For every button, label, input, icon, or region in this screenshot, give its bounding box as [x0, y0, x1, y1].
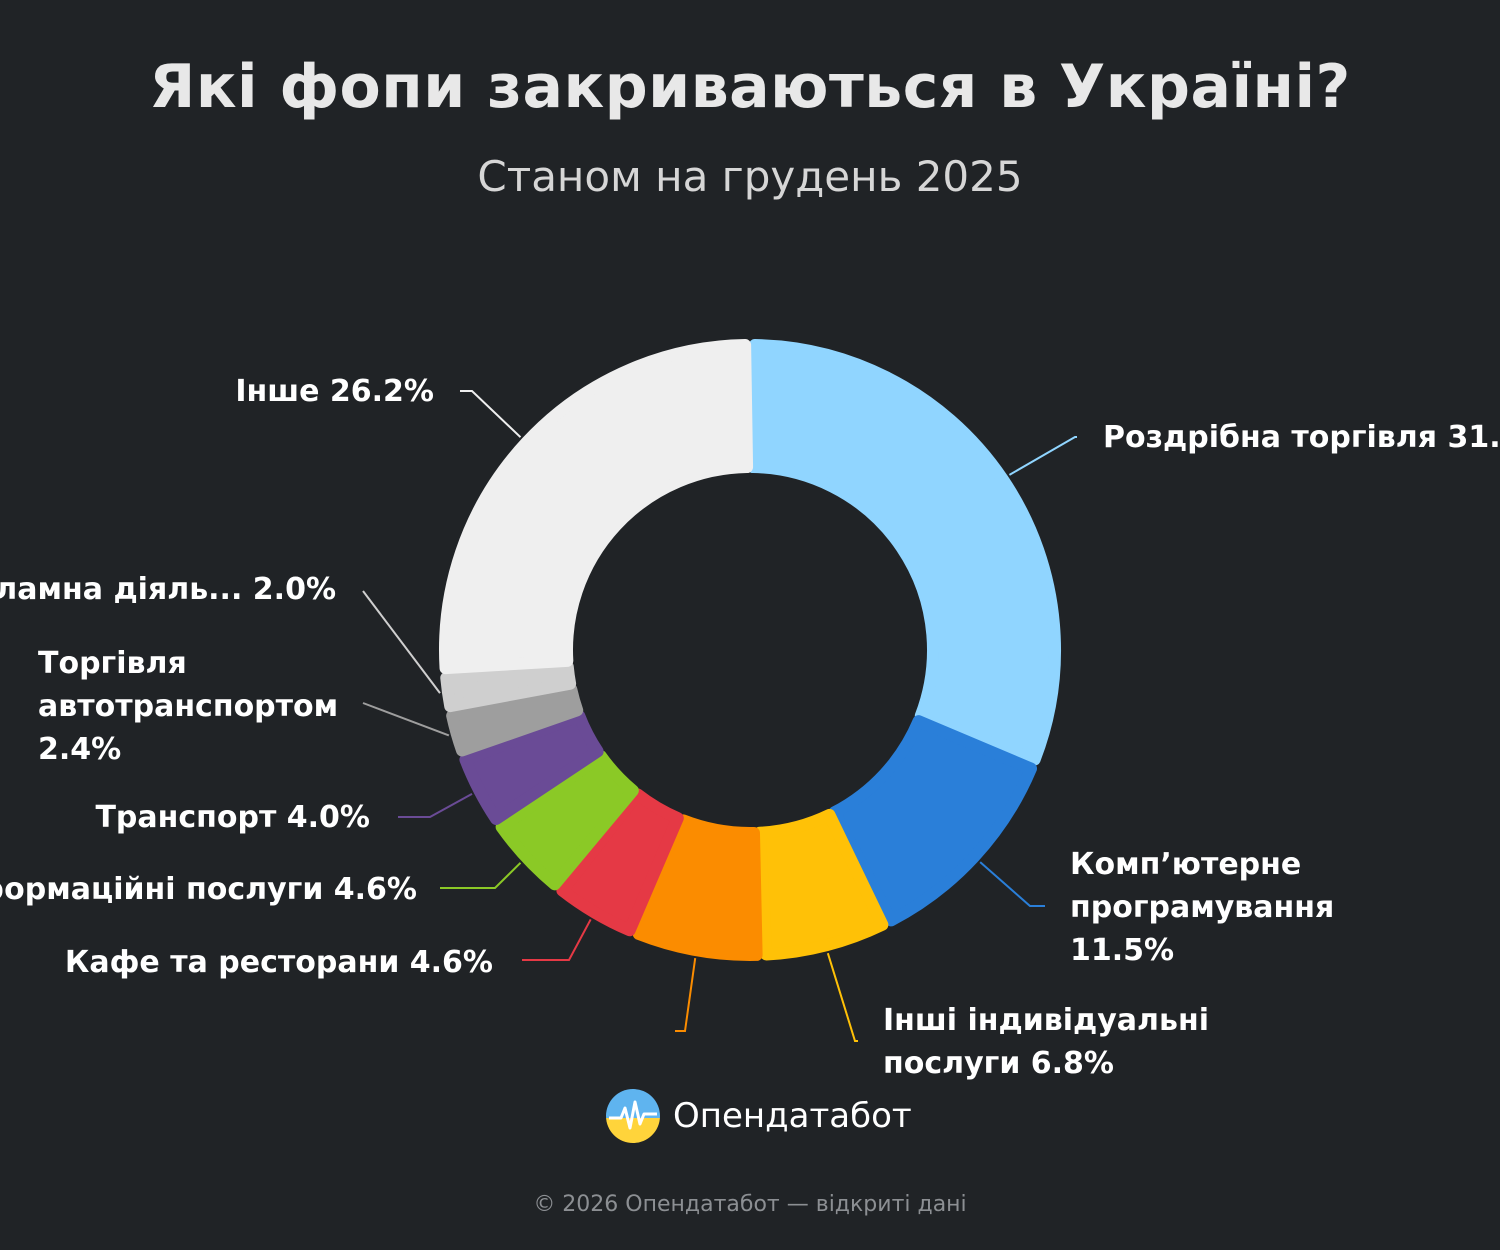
slice-label-0-line-0: Роздрібна торгівля 31.1% — [1103, 420, 1500, 455]
donut-slice-9 — [439, 339, 754, 675]
slice-label-1: Комп’ютерне програмування 11.5% — [1070, 847, 1334, 968]
opendatabot-logo-icon — [606, 1089, 660, 1143]
slice-label-7: Торгівля автотранспортом 2.4% — [38, 646, 338, 767]
slice-label-2-line-1: послуги 6.8% — [883, 1046, 1114, 1081]
leader-line-5 — [440, 862, 522, 889]
donut-slice-1 — [828, 715, 1038, 927]
slice-label-6: Транспорт 4.0% — [95, 800, 370, 835]
leader-line-7 — [362, 702, 450, 737]
labels-group: Роздрібна торгівля 31.1% Комп’ютерне прогр… — [0, 374, 1500, 1081]
leader-line-8 — [362, 590, 441, 694]
donut-slice-3 — [632, 814, 763, 961]
slice-label-2-line-0: Інші індивідуальні — [883, 1003, 1209, 1038]
chart-subtitle: Станом на грудень 2025 — [477, 152, 1023, 201]
donut-slice-0 — [746, 339, 1061, 766]
slice-label-9-line-0: Інше 26.2% — [235, 374, 434, 409]
slices-group — [439, 339, 1061, 961]
slice-label-1-line-0: Комп’ютерне — [1070, 847, 1301, 882]
leader-line-6 — [398, 792, 473, 818]
leader-lines-group — [362, 390, 1077, 1042]
donut-slice-5 — [495, 750, 639, 891]
leader-line-2 — [826, 952, 858, 1042]
donut-slice-4 — [556, 788, 684, 937]
slice-label-7-line-0: Торгівля — [38, 646, 187, 681]
slice-label-7-line-2: 2.4% — [38, 732, 121, 767]
leader-line-1 — [979, 861, 1045, 907]
slice-label-0: Роздрібна торгівля 31.1% — [1103, 420, 1500, 455]
brand-name: Опендатабот — [673, 1096, 912, 1136]
brand: Опендатабот — [605, 1088, 912, 1144]
donut-slice-6 — [459, 709, 604, 825]
slice-label-4-line-0: Кафе та ресторани 4.6% — [65, 945, 493, 980]
slice-label-1-line-1: програмування — [1070, 890, 1334, 925]
chart-title: Які фопи закриваються в Україні? — [149, 52, 1351, 122]
slice-label-6-line-0: Транспорт 4.0% — [95, 800, 370, 835]
leader-line-3 — [675, 958, 697, 1032]
donut-slice-2 — [753, 808, 889, 961]
slice-label-4: Кафе та ресторани 4.6% — [65, 945, 493, 980]
slice-label-7-line-1: автотранспортом — [38, 689, 338, 724]
footer-text: © 2026 Опендатабот — відкриті дані — [533, 1192, 967, 1217]
slice-label-5-line-0: Інформаційні послуги 4.6% — [0, 872, 417, 907]
slice-label-9: Інше 26.2% — [235, 374, 434, 409]
slice-label-2: Інші індивідуальні послуги 6.8% — [883, 1003, 1209, 1081]
leader-line-4 — [522, 918, 592, 961]
slice-label-8: Рекламна діяль... 2.0% — [0, 572, 336, 607]
slice-label-1-line-2: 11.5% — [1070, 933, 1174, 968]
slice-label-8-line-0: Рекламна діяль... 2.0% — [0, 572, 336, 607]
leader-line-9 — [460, 390, 522, 438]
slice-label-5: Інформаційні послуги 4.6% — [0, 872, 417, 907]
leader-line-0 — [1008, 436, 1077, 476]
